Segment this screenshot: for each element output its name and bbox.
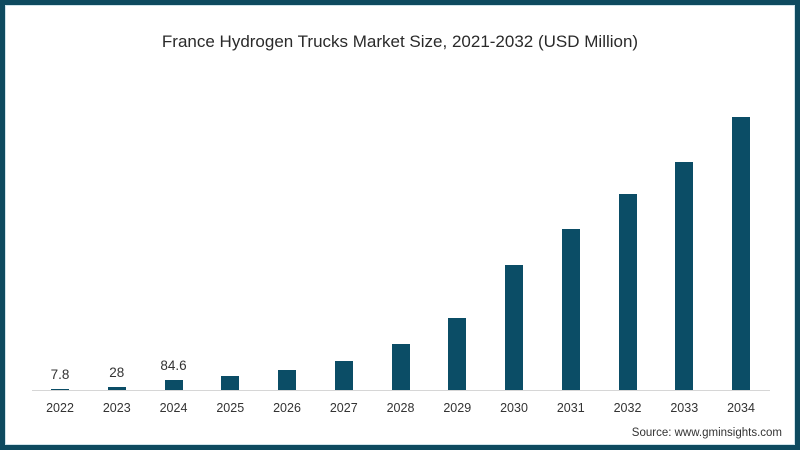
x-tick-label: 2030 xyxy=(500,401,528,415)
x-tick-label: 2024 xyxy=(159,401,188,415)
x-tick-label: 2034 xyxy=(727,401,755,415)
x-tick-label: 2028 xyxy=(386,401,415,415)
chart-title: France Hydrogen Trucks Market Size, 2021… xyxy=(161,32,639,51)
x-tick-label: 2023 xyxy=(102,401,131,415)
bar-2022 xyxy=(51,389,69,390)
bar-2026 xyxy=(278,370,296,390)
x-tick-label: 2032 xyxy=(613,401,642,415)
x-tick-label: 2029 xyxy=(443,401,472,415)
bar-2023 xyxy=(107,387,126,390)
value-label: 84.6 xyxy=(160,358,187,373)
value-label: 7.8 xyxy=(50,367,70,382)
bar-2034 xyxy=(732,117,750,390)
x-tick-label: 2033 xyxy=(670,401,699,415)
value-label: 28 xyxy=(109,365,125,380)
x-tick-label: 2022 xyxy=(46,401,74,415)
x-tick-label: 2031 xyxy=(556,401,585,415)
source-note: Source: www.gminsights.com xyxy=(631,427,782,439)
bar-2032 xyxy=(618,194,637,390)
x-tick-label: 2026 xyxy=(273,401,301,415)
bar-2033 xyxy=(675,162,694,390)
bar-2029 xyxy=(448,318,467,390)
x-tick-label: 2027 xyxy=(329,401,358,415)
x-tick-label: 2025 xyxy=(216,401,245,415)
bar-2030 xyxy=(505,265,523,390)
bar-2024 xyxy=(164,380,183,390)
bar-2027 xyxy=(334,361,353,390)
bar-2025 xyxy=(221,376,240,390)
chart-inner-border xyxy=(5,5,795,445)
x-axis-line xyxy=(32,390,770,391)
bar-2031 xyxy=(561,229,580,390)
bar-2028 xyxy=(391,344,410,390)
